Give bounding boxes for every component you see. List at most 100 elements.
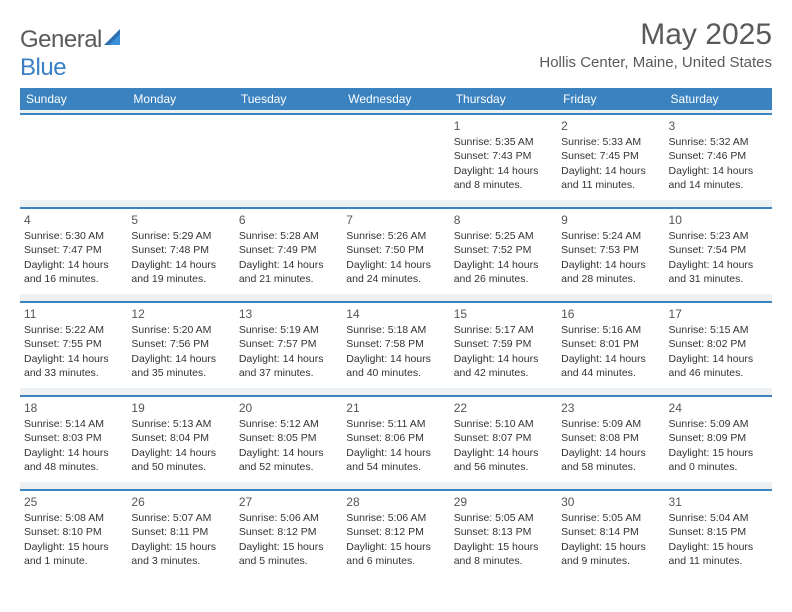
- day-number: 8: [454, 212, 553, 228]
- day-cell: 14Sunrise: 5:18 AMSunset: 7:58 PMDayligh…: [342, 302, 449, 388]
- sunrise-line: Sunrise: 5:12 AM: [239, 417, 338, 431]
- day-number: 31: [669, 494, 768, 510]
- sunset-line: Sunset: 8:15 PM: [669, 525, 768, 539]
- sunset-line: Sunset: 8:10 PM: [24, 525, 123, 539]
- day-cell: 8Sunrise: 5:25 AMSunset: 7:52 PMDaylight…: [450, 208, 557, 294]
- empty-cell: [127, 114, 234, 200]
- daylight-line: Daylight: 15 hours and 9 minutes.: [561, 540, 660, 568]
- sunrise-line: Sunrise: 5:06 AM: [239, 511, 338, 525]
- daylight-line: Daylight: 14 hours and 33 minutes.: [24, 352, 123, 380]
- brand-text-2: Blue: [20, 54, 66, 81]
- week-row: 1Sunrise: 5:35 AMSunset: 7:43 PMDaylight…: [20, 114, 772, 200]
- day-cell: 25Sunrise: 5:08 AMSunset: 8:10 PMDayligh…: [20, 490, 127, 576]
- sunset-line: Sunset: 8:12 PM: [346, 525, 445, 539]
- sunrise-line: Sunrise: 5:08 AM: [24, 511, 123, 525]
- day-cell: 7Sunrise: 5:26 AMSunset: 7:50 PMDaylight…: [342, 208, 449, 294]
- sunset-line: Sunset: 8:02 PM: [669, 337, 768, 351]
- day-cell: 15Sunrise: 5:17 AMSunset: 7:59 PMDayligh…: [450, 302, 557, 388]
- daylight-line: Daylight: 14 hours and 48 minutes.: [24, 446, 123, 474]
- sunrise-line: Sunrise: 5:16 AM: [561, 323, 660, 337]
- week-divider: [20, 200, 772, 208]
- day-number: 24: [669, 400, 768, 416]
- sunrise-line: Sunrise: 5:33 AM: [561, 135, 660, 149]
- sunrise-line: Sunrise: 5:06 AM: [346, 511, 445, 525]
- sunset-line: Sunset: 8:04 PM: [131, 431, 230, 445]
- week-row: 4Sunrise: 5:30 AMSunset: 7:47 PMDaylight…: [20, 208, 772, 294]
- empty-cell: [20, 114, 127, 200]
- day-cell: 1Sunrise: 5:35 AMSunset: 7:43 PMDaylight…: [450, 114, 557, 200]
- day-number: 25: [24, 494, 123, 510]
- sunset-line: Sunset: 8:14 PM: [561, 525, 660, 539]
- daylight-line: Daylight: 14 hours and 37 minutes.: [239, 352, 338, 380]
- day-number: 21: [346, 400, 445, 416]
- sunset-line: Sunset: 7:50 PM: [346, 243, 445, 257]
- sunrise-line: Sunrise: 5:05 AM: [454, 511, 553, 525]
- sunset-line: Sunset: 7:58 PM: [346, 337, 445, 351]
- sunset-line: Sunset: 8:09 PM: [669, 431, 768, 445]
- sunrise-line: Sunrise: 5:30 AM: [24, 229, 123, 243]
- day-cell: 5Sunrise: 5:29 AMSunset: 7:48 PMDaylight…: [127, 208, 234, 294]
- day-number: 22: [454, 400, 553, 416]
- sunrise-line: Sunrise: 5:28 AM: [239, 229, 338, 243]
- day-cell: 6Sunrise: 5:28 AMSunset: 7:49 PMDaylight…: [235, 208, 342, 294]
- sunrise-line: Sunrise: 5:23 AM: [669, 229, 768, 243]
- daylight-line: Daylight: 15 hours and 3 minutes.: [131, 540, 230, 568]
- day-number: 13: [239, 306, 338, 322]
- weekday-header: Friday: [557, 88, 664, 110]
- day-number: 20: [239, 400, 338, 416]
- weekday-header: Tuesday: [235, 88, 342, 110]
- sunset-line: Sunset: 7:56 PM: [131, 337, 230, 351]
- weekday-header: Thursday: [450, 88, 557, 110]
- brand-sail-icon: [104, 26, 126, 54]
- sunset-line: Sunset: 7:57 PM: [239, 337, 338, 351]
- sunrise-line: Sunrise: 5:19 AM: [239, 323, 338, 337]
- weekday-header: Monday: [127, 88, 234, 110]
- weekday-header-row: SundayMondayTuesdayWednesdayThursdayFrid…: [20, 88, 772, 110]
- week-divider: [20, 482, 772, 490]
- sunset-line: Sunset: 8:13 PM: [454, 525, 553, 539]
- day-cell: 9Sunrise: 5:24 AMSunset: 7:53 PMDaylight…: [557, 208, 664, 294]
- sunrise-line: Sunrise: 5:26 AM: [346, 229, 445, 243]
- sunset-line: Sunset: 8:12 PM: [239, 525, 338, 539]
- daylight-line: Daylight: 14 hours and 50 minutes.: [131, 446, 230, 474]
- sunset-line: Sunset: 7:46 PM: [669, 149, 768, 163]
- daylight-line: Daylight: 14 hours and 52 minutes.: [239, 446, 338, 474]
- day-cell: 27Sunrise: 5:06 AMSunset: 8:12 PMDayligh…: [235, 490, 342, 576]
- sunrise-line: Sunrise: 5:07 AM: [131, 511, 230, 525]
- day-number: 15: [454, 306, 553, 322]
- daylight-line: Daylight: 14 hours and 19 minutes.: [131, 258, 230, 286]
- sunset-line: Sunset: 7:43 PM: [454, 149, 553, 163]
- daylight-line: Daylight: 14 hours and 24 minutes.: [346, 258, 445, 286]
- daylight-line: Daylight: 14 hours and 44 minutes.: [561, 352, 660, 380]
- daylight-line: Daylight: 14 hours and 11 minutes.: [561, 164, 660, 192]
- sunrise-line: Sunrise: 5:10 AM: [454, 417, 553, 431]
- sunrise-line: Sunrise: 5:13 AM: [131, 417, 230, 431]
- daylight-line: Daylight: 14 hours and 16 minutes.: [24, 258, 123, 286]
- day-cell: 23Sunrise: 5:09 AMSunset: 8:08 PMDayligh…: [557, 396, 664, 482]
- sunset-line: Sunset: 8:01 PM: [561, 337, 660, 351]
- sunset-line: Sunset: 7:59 PM: [454, 337, 553, 351]
- week-row: 18Sunrise: 5:14 AMSunset: 8:03 PMDayligh…: [20, 396, 772, 482]
- sunrise-line: Sunrise: 5:04 AM: [669, 511, 768, 525]
- sunrise-line: Sunrise: 5:20 AM: [131, 323, 230, 337]
- sunrise-line: Sunrise: 5:25 AM: [454, 229, 553, 243]
- week-row: 11Sunrise: 5:22 AMSunset: 7:55 PMDayligh…: [20, 302, 772, 388]
- daylight-line: Daylight: 14 hours and 26 minutes.: [454, 258, 553, 286]
- day-cell: 22Sunrise: 5:10 AMSunset: 8:07 PMDayligh…: [450, 396, 557, 482]
- daylight-line: Daylight: 15 hours and 0 minutes.: [669, 446, 768, 474]
- sunset-line: Sunset: 7:54 PM: [669, 243, 768, 257]
- sunrise-line: Sunrise: 5:29 AM: [131, 229, 230, 243]
- day-number: 12: [131, 306, 230, 322]
- day-cell: 21Sunrise: 5:11 AMSunset: 8:06 PMDayligh…: [342, 396, 449, 482]
- week-divider: [20, 388, 772, 396]
- daylight-line: Daylight: 14 hours and 40 minutes.: [346, 352, 445, 380]
- day-cell: 19Sunrise: 5:13 AMSunset: 8:04 PMDayligh…: [127, 396, 234, 482]
- day-cell: 3Sunrise: 5:32 AMSunset: 7:46 PMDaylight…: [665, 114, 772, 200]
- daylight-line: Daylight: 14 hours and 46 minutes.: [669, 352, 768, 380]
- day-cell: 12Sunrise: 5:20 AMSunset: 7:56 PMDayligh…: [127, 302, 234, 388]
- day-cell: 16Sunrise: 5:16 AMSunset: 8:01 PMDayligh…: [557, 302, 664, 388]
- sunset-line: Sunset: 7:49 PM: [239, 243, 338, 257]
- daylight-line: Daylight: 15 hours and 6 minutes.: [346, 540, 445, 568]
- sunset-line: Sunset: 8:11 PM: [131, 525, 230, 539]
- daylight-line: Daylight: 15 hours and 5 minutes.: [239, 540, 338, 568]
